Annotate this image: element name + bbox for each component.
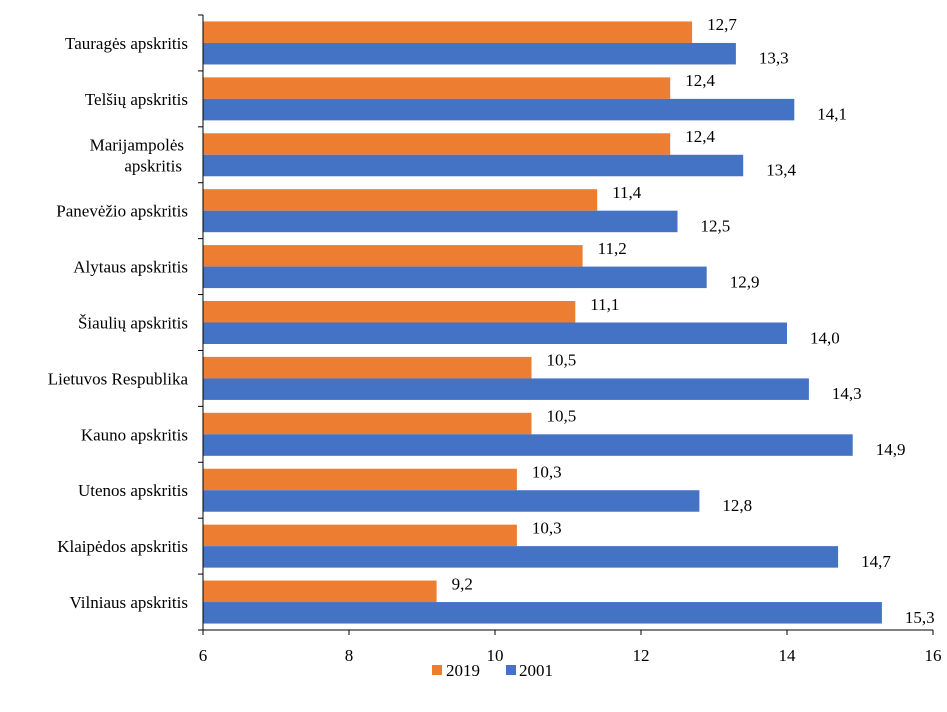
category-label-7: Lietuvos Respublika [48, 369, 189, 388]
data-label-2001-5: 12,9 [730, 272, 760, 291]
bar-2019-4 [203, 189, 598, 211]
data-label-2019-3: 12,4 [685, 127, 715, 146]
category-label-8: Kauno apskritis [81, 425, 188, 444]
bar-2019-2 [203, 77, 671, 99]
category-label-9: Utenos apskritis [78, 481, 188, 500]
bar-2001-2 [203, 98, 795, 121]
category-label-6: Šiaulių apskritis [78, 314, 188, 333]
data-label-2001-7: 14,3 [832, 384, 862, 403]
labels-group: 12,7 13,3 Tauragės apskritis 12,4 14,1 Telšių… [48, 15, 942, 665]
x-tick-label-10: 10 [487, 646, 504, 665]
data-label-2019-4: 11,4 [612, 183, 642, 202]
axes-group [198, 14, 934, 635]
category-label-10: Klaipėdos apskritis [57, 537, 188, 556]
data-label-2019-5: 11,2 [598, 239, 627, 258]
x-tick-label-16: 16 [925, 646, 942, 665]
category-label-1: Tauragės apskritis [65, 34, 188, 53]
category-label-5: Alytaus apskritis [73, 258, 188, 277]
category-label-3: Marijampolės apskritis [90, 135, 184, 175]
data-label-2019-1: 12,7 [707, 15, 737, 34]
bar-2001-5 [203, 266, 707, 289]
data-label-2001-9: 12,8 [722, 496, 752, 515]
bar-2019-10 [203, 524, 517, 547]
data-label-2019-8: 10,5 [547, 407, 577, 426]
bar-2001-3 [203, 154, 744, 177]
bar-2001-9 [203, 490, 700, 512]
data-label-2019-10: 10,3 [532, 518, 562, 537]
data-label-2019-7: 10,5 [547, 351, 577, 370]
data-label-2019-2: 12,4 [685, 71, 715, 90]
bar-2019-1 [203, 21, 693, 43]
legend-label-2001: 2001 [519, 661, 553, 680]
category-label-4: Panevėžio apskritis [56, 202, 188, 221]
data-label-2019-11: 9,2 [452, 574, 473, 593]
bar-2019-8 [203, 412, 532, 435]
data-label-2001-2: 14,1 [817, 105, 847, 124]
data-label-2001-11: 15,3 [905, 608, 935, 627]
bar-2001-6 [203, 322, 787, 344]
bar-2001-1 [203, 42, 736, 65]
bar-2001-4 [203, 210, 678, 233]
x-tick-label-8: 8 [345, 646, 354, 665]
bar-2001-10 [203, 546, 839, 568]
bar-2019-7 [203, 356, 532, 379]
bar-2001-7 [203, 378, 809, 400]
data-label-2001-8: 14,9 [876, 440, 906, 459]
category-label-2: Telšių apskritis [85, 90, 188, 109]
data-label-2001-6: 14,0 [810, 328, 840, 347]
legend-label-2019: 2019 [446, 661, 480, 680]
bar-2019-9 [203, 468, 517, 491]
data-label-2019-6: 11,1 [590, 295, 619, 314]
bar-2019-3 [203, 133, 671, 155]
legend-swatch-2019 [432, 665, 442, 675]
x-tick-label-6: 6 [199, 646, 208, 665]
data-label-2001-3: 13,4 [766, 161, 796, 180]
bar-2019-6 [203, 301, 576, 323]
bar-2019-5 [203, 245, 583, 267]
bar-2019-11 [203, 580, 437, 603]
data-label-2001-1: 13,3 [759, 49, 789, 68]
x-tick-label-14: 14 [779, 646, 797, 665]
data-label-2019-9: 10,3 [532, 462, 562, 481]
legend-swatch-2001 [506, 665, 516, 675]
legend: 2019 2001 [432, 661, 553, 680]
data-label-2001-10: 14,7 [861, 552, 891, 571]
category-label-11: Vilniaus apskritis [70, 593, 188, 612]
bar-2001-11 [203, 602, 882, 624]
data-label-2001-4: 12,5 [701, 216, 731, 235]
x-tick-label-12: 12 [633, 646, 650, 665]
bars-group [203, 21, 882, 624]
bar-2001-8 [203, 434, 853, 456]
